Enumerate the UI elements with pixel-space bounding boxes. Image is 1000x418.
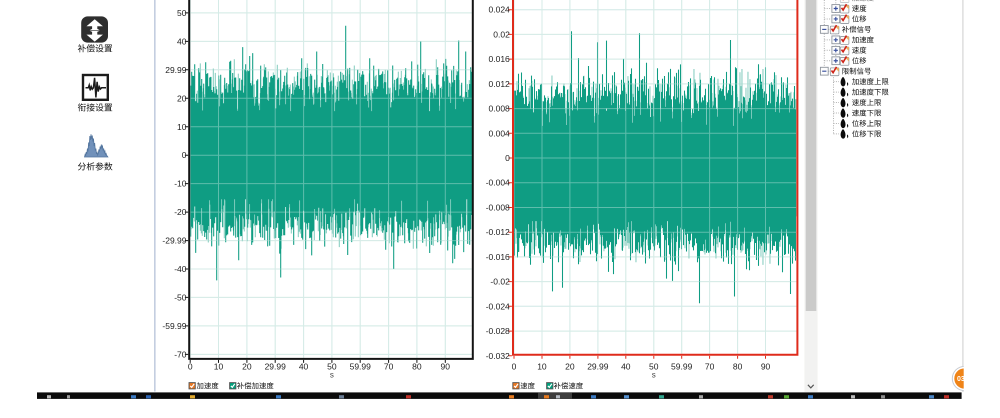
svg-text:50: 50: [327, 361, 337, 371]
svg-text:0.008: 0.008: [489, 104, 511, 114]
svg-text:40: 40: [621, 361, 631, 371]
svg-text:-59.99: -59.99: [162, 321, 186, 331]
svg-text:0.004: 0.004: [489, 128, 511, 138]
svg-text:90: 90: [441, 361, 451, 371]
svg-text:-0.016: -0.016: [486, 252, 510, 262]
svg-text:59.99: 59.99: [350, 361, 372, 371]
svg-text:s: s: [330, 371, 334, 380]
svg-text:29.99: 29.99: [165, 65, 187, 75]
svg-text:10: 10: [537, 361, 547, 371]
svg-text:-10: -10: [174, 179, 187, 189]
svg-text:10: 10: [214, 361, 224, 371]
svg-text:0: 0: [512, 361, 517, 371]
svg-text:s: s: [652, 371, 656, 380]
svg-text:0: 0: [182, 150, 187, 160]
svg-text:-0.028: -0.028: [486, 326, 510, 336]
svg-text:29.99: 29.99: [265, 361, 287, 371]
svg-text:0.012: 0.012: [489, 79, 511, 89]
svg-text:70: 70: [384, 361, 394, 371]
svg-text:-0.008: -0.008: [486, 202, 510, 212]
svg-text:80: 80: [412, 361, 422, 371]
svg-text:-0.02: -0.02: [490, 277, 510, 287]
svg-text:20: 20: [242, 361, 252, 371]
svg-text:70: 70: [705, 361, 715, 371]
svg-text:-70: -70: [174, 349, 187, 359]
svg-text:50: 50: [649, 361, 659, 371]
svg-text:40: 40: [177, 36, 187, 46]
svg-text:40: 40: [299, 361, 309, 371]
svg-text:90: 90: [761, 361, 771, 371]
svg-text:29.99: 29.99: [587, 361, 609, 371]
svg-text:-40: -40: [174, 264, 187, 274]
svg-text:50: 50: [177, 8, 187, 18]
svg-text:0.016: 0.016: [489, 54, 511, 64]
svg-text:59.99: 59.99: [671, 361, 693, 371]
svg-text:20: 20: [177, 93, 187, 103]
svg-text:80: 80: [733, 361, 743, 371]
svg-text:-50: -50: [174, 292, 187, 302]
svg-text:0.02: 0.02: [493, 29, 510, 39]
svg-text:-29.99: -29.99: [162, 236, 186, 246]
svg-text:-0.004: -0.004: [486, 178, 510, 188]
svg-text:20: 20: [565, 361, 575, 371]
svg-text:0: 0: [188, 361, 193, 371]
svg-text:0: 0: [505, 153, 510, 163]
svg-text:-0.024: -0.024: [486, 301, 510, 311]
svg-text:-0.012: -0.012: [486, 227, 510, 237]
svg-text:-0.032: -0.032: [486, 351, 510, 361]
svg-text:-20: -20: [174, 207, 187, 217]
svg-text:10: 10: [177, 122, 187, 132]
svg-text:0.024: 0.024: [489, 5, 511, 15]
